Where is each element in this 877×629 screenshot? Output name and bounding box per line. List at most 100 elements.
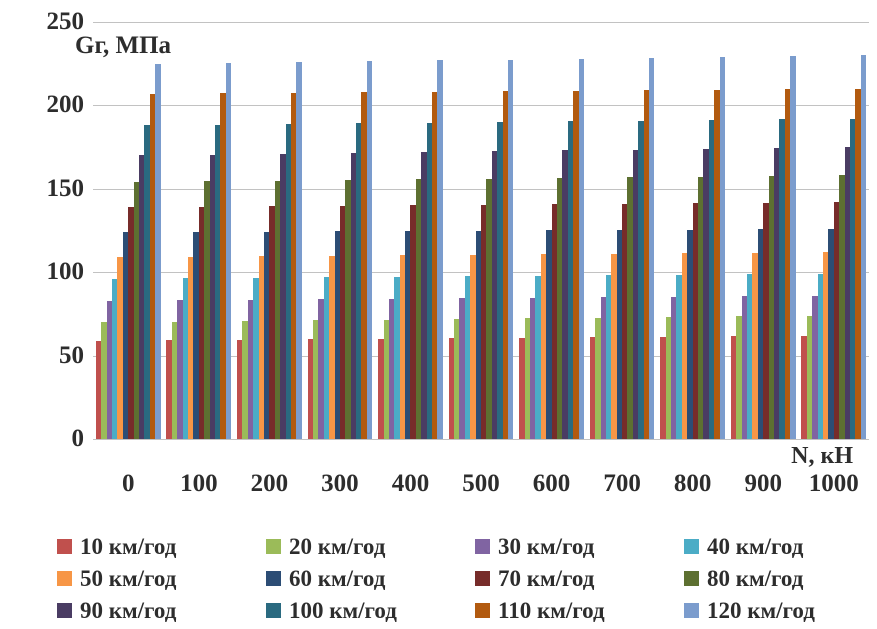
- bar: [768, 176, 774, 439]
- bar: [193, 231, 199, 439]
- bar: [475, 230, 481, 439]
- bar: [519, 337, 525, 439]
- legend-label: 120 км/год: [707, 598, 815, 623]
- x-axis-tick-labels: 0 100 200 300 400 500 600 700 800 900 1000: [93, 469, 869, 499]
- bar: [849, 118, 856, 439]
- legend-label: 110 км/год: [498, 598, 605, 623]
- bar: [573, 90, 579, 439]
- bar: [812, 295, 818, 439]
- bar: [378, 338, 384, 439]
- bar: [822, 252, 829, 439]
- bar: [112, 278, 118, 439]
- bar: [155, 63, 161, 439]
- bar: [676, 274, 682, 439]
- legend-item: 110 км/год: [475, 599, 684, 622]
- legend-label: 90 км/год: [80, 598, 177, 623]
- x-tick-label: 500: [462, 470, 500, 497]
- bar: [567, 121, 574, 439]
- bar: [595, 317, 601, 439]
- legend-item: 30 км/год: [475, 535, 684, 558]
- bar: [188, 256, 194, 439]
- x-tick-label: 400: [391, 470, 430, 497]
- legend-label: 100 км/год: [289, 598, 397, 623]
- bar: [149, 93, 156, 439]
- bar: [220, 93, 226, 439]
- bar: [752, 252, 758, 439]
- bar: [855, 88, 861, 439]
- bar: [708, 120, 715, 439]
- bar: [133, 182, 140, 439]
- bar: [350, 152, 357, 439]
- bar: [600, 297, 606, 439]
- bar: [535, 275, 541, 439]
- bar-group-1000: [798, 22, 869, 439]
- y-tick-label: 0: [71, 425, 85, 452]
- legend-swatch: [475, 539, 490, 554]
- bar: [209, 154, 215, 439]
- bar: [741, 296, 748, 439]
- bar-group-300: [305, 22, 376, 439]
- legend-item: 90 км/год: [57, 599, 266, 622]
- bar: [296, 62, 302, 439]
- bar: [703, 148, 709, 439]
- bar: [258, 256, 264, 439]
- bar: [122, 232, 129, 439]
- bar: [736, 316, 742, 439]
- y-axis-title: Gг, МПа: [75, 32, 172, 59]
- bar-group-400: [375, 22, 446, 439]
- x-tick-label: 700: [603, 470, 641, 497]
- x-tick-label: 1000: [808, 470, 859, 497]
- bar: [540, 254, 547, 439]
- bar-group-200: [234, 22, 305, 439]
- legend-item: 50 км/год: [57, 567, 266, 590]
- bar: [318, 299, 324, 439]
- legend-label: 40 км/год: [707, 534, 804, 559]
- bar: [839, 175, 845, 439]
- legend-swatch: [475, 571, 490, 586]
- bar: [714, 89, 720, 439]
- gridline: [93, 105, 869, 107]
- x-tick-label: 0: [122, 470, 135, 497]
- legend-label: 70 км/год: [498, 566, 595, 591]
- legend-label: 60 км/год: [289, 566, 386, 591]
- bar: [481, 204, 487, 439]
- legend-item: 10 км/год: [57, 535, 266, 558]
- bar: [263, 231, 270, 439]
- legend-label: 10 км/год: [80, 534, 177, 559]
- bar: [339, 205, 346, 439]
- bar: [242, 320, 248, 439]
- bar-group-100: [164, 22, 235, 439]
- legend-swatch: [266, 603, 281, 618]
- bar: [497, 122, 503, 439]
- legend-swatch: [684, 603, 699, 618]
- bar: [524, 318, 530, 439]
- legend-swatch: [57, 539, 72, 554]
- bar: [551, 204, 557, 439]
- bar: [269, 206, 275, 439]
- bar: [399, 255, 406, 439]
- bar: [784, 89, 791, 439]
- legend-item: 40 км/год: [684, 535, 815, 558]
- y-axis-tick-labels: 0 50 100 150 200 250: [0, 9, 85, 452]
- bar: [225, 62, 232, 439]
- bar: [464, 276, 471, 439]
- bar: [394, 276, 400, 439]
- bar: [632, 149, 639, 439]
- bar: [828, 228, 834, 439]
- bar: [622, 203, 628, 439]
- bar: [790, 56, 796, 439]
- bar-group-600: [516, 22, 587, 439]
- bar: [660, 336, 666, 439]
- bar: [817, 273, 823, 439]
- bar: [410, 205, 416, 439]
- bar: [491, 151, 498, 439]
- bar: [329, 255, 335, 439]
- bar: [361, 92, 367, 439]
- bar: [388, 298, 395, 439]
- bar: [144, 125, 150, 439]
- bar: [280, 153, 286, 439]
- legend-swatch: [266, 539, 281, 554]
- plot-area: [93, 22, 869, 440]
- bar: [128, 207, 134, 439]
